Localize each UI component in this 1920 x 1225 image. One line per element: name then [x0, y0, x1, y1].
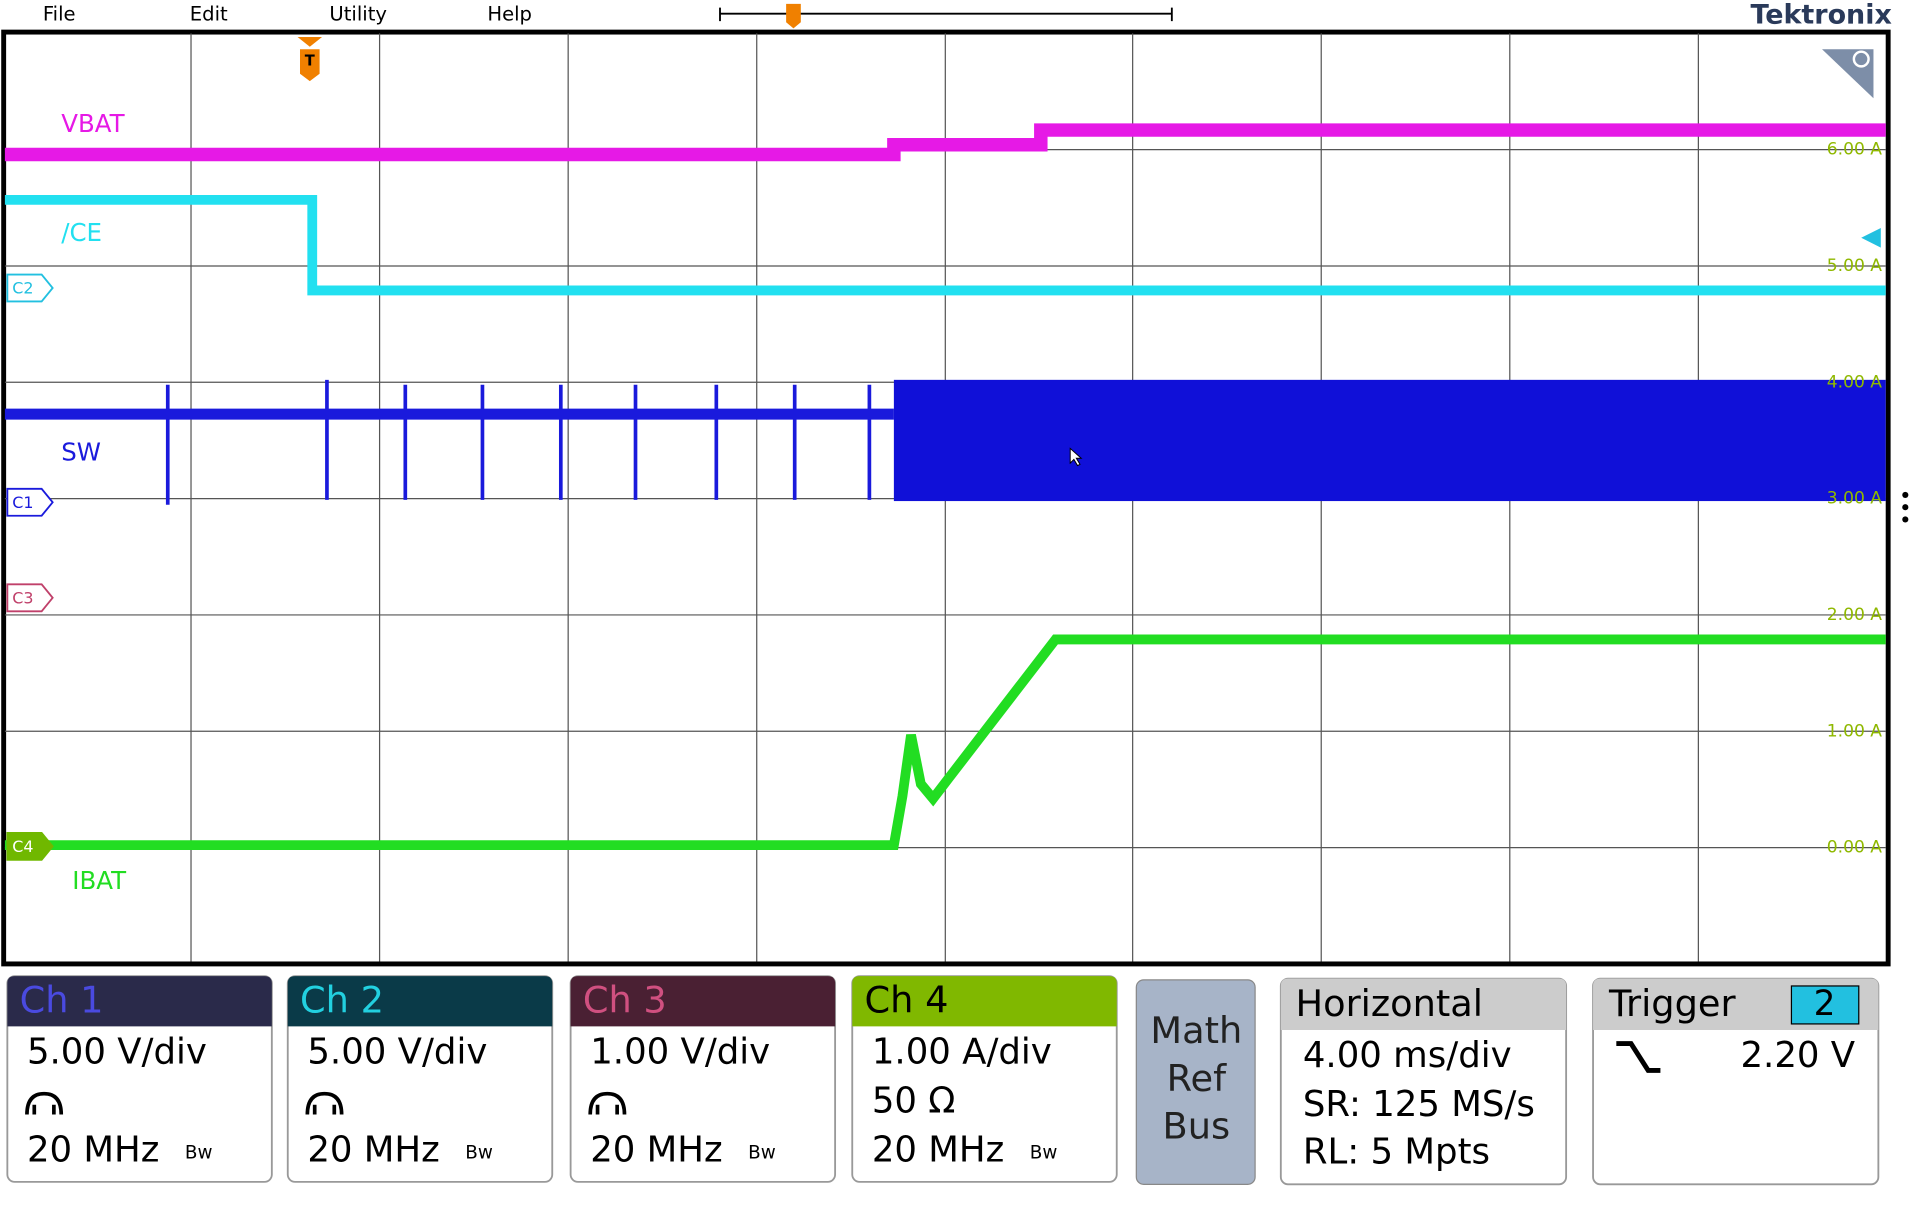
menu-item[interactable]: Edit — [190, 2, 228, 25]
math-ref-bus-button[interactable] — [1135, 979, 1256, 1185]
trigger-slope-icon — [1616, 1041, 1661, 1073]
channel-setting: 1.00 A/div — [872, 1031, 1052, 1072]
channel-header — [852, 976, 1117, 1027]
sw-spikes — [165, 379, 872, 505]
scale-label: 4.00 A — [1827, 372, 1883, 392]
zoom-glass — [1852, 50, 1870, 68]
trace-label: VBAT — [61, 109, 125, 138]
channel-marker-label: C1 — [12, 493, 33, 512]
trigger-title: Trigger — [1608, 982, 1737, 1025]
scale-label: 0.00 A — [1827, 838, 1883, 858]
menu-dot[interactable] — [1902, 491, 1909, 499]
bandwidth-icon: Bw — [748, 1143, 776, 1164]
scale-label: 5.00 A — [1827, 256, 1883, 276]
channel-marker[interactable] — [6, 487, 54, 517]
menu-dot[interactable] — [1902, 504, 1909, 511]
horizontal-setting: SR: 125 MS/s — [1303, 1084, 1535, 1125]
scale-label: 6.00 A — [1827, 140, 1883, 160]
channel-setting: 5.00 V/div — [27, 1031, 207, 1072]
channel-header — [570, 976, 836, 1027]
channel-name: Ch 1 — [20, 978, 104, 1021]
channel-marker[interactable] — [6, 273, 54, 303]
trigger-level: 2.20 V — [1740, 1035, 1855, 1076]
horizontal-setting: 4.00 ms/div — [1303, 1035, 1512, 1076]
channel-marker-label: C4 — [12, 837, 33, 856]
probe-icon — [305, 1091, 344, 1115]
scale-label: 2.00 A — [1827, 605, 1883, 625]
bandwidth-icon: Bw — [465, 1143, 493, 1164]
trigger-marker-label: T — [305, 52, 315, 69]
channel-name: Ch 3 — [583, 978, 667, 1021]
menu-item[interactable]: File — [43, 2, 76, 25]
bandwidth-icon: Bw — [185, 1143, 213, 1164]
channel-setting: 20 MHz — [307, 1129, 439, 1170]
brand: Tektronix — [1750, 0, 1891, 31]
trace-label: SW — [61, 437, 101, 466]
trigger-level-arrow — [1861, 228, 1881, 248]
scale-label: 3.00 A — [1827, 489, 1883, 509]
bandwidth-icon: Bw — [1030, 1143, 1058, 1164]
channel-setting: 50 Ω — [872, 1080, 956, 1121]
trigger-source: 2 — [1814, 984, 1836, 1024]
trigger-position-icon[interactable] — [297, 36, 323, 82]
channel-marker[interactable] — [6, 831, 54, 861]
channel-setting: 20 MHz — [872, 1129, 1004, 1170]
math-ref-bus-label: Math — [1150, 1009, 1242, 1052]
channel-header — [287, 976, 553, 1027]
record-trigger-icon[interactable] — [786, 3, 801, 29]
ce-trace — [4, 194, 1886, 296]
math-ref-bus-label: Ref — [1167, 1057, 1227, 1100]
mouse-cursor — [1069, 447, 1083, 467]
horizontal-setting: RL: 5 Mpts — [1303, 1132, 1490, 1173]
vbat-trace — [4, 123, 1886, 162]
horizontal-title: Horizontal — [1296, 982, 1483, 1025]
menu-item[interactable]: Utility — [329, 2, 387, 25]
channel-header — [7, 976, 272, 1027]
menu-item[interactable]: Help — [487, 2, 532, 25]
math-ref-bus-label: Bus — [1163, 1105, 1231, 1148]
channel-setting: 1.00 V/div — [590, 1031, 770, 1072]
zoom-icon[interactable] — [1822, 49, 1874, 99]
trace-label: /CE — [61, 218, 102, 247]
channel-setting: 5.00 V/div — [307, 1031, 487, 1072]
channel-setting: 20 MHz — [590, 1129, 722, 1170]
ibat-trace — [4, 634, 1886, 851]
trace-label: IBAT — [72, 866, 127, 895]
probe-icon — [588, 1091, 627, 1115]
channel-name: Ch 4 — [864, 978, 948, 1021]
horizontal-header — [1280, 978, 1567, 1031]
channel-marker-label: C2 — [12, 279, 33, 298]
scale-label: 1.00 A — [1827, 721, 1883, 741]
channel-marker-label: C3 — [12, 589, 33, 608]
channel-setting: 20 MHz — [27, 1129, 159, 1170]
menu-dot[interactable] — [1902, 516, 1909, 523]
probe-icon — [25, 1091, 64, 1115]
trigger-source-box — [1790, 985, 1860, 1025]
sw-switching — [893, 379, 1886, 502]
channel-marker[interactable] — [6, 583, 54, 613]
channel-name: Ch 2 — [300, 978, 384, 1021]
